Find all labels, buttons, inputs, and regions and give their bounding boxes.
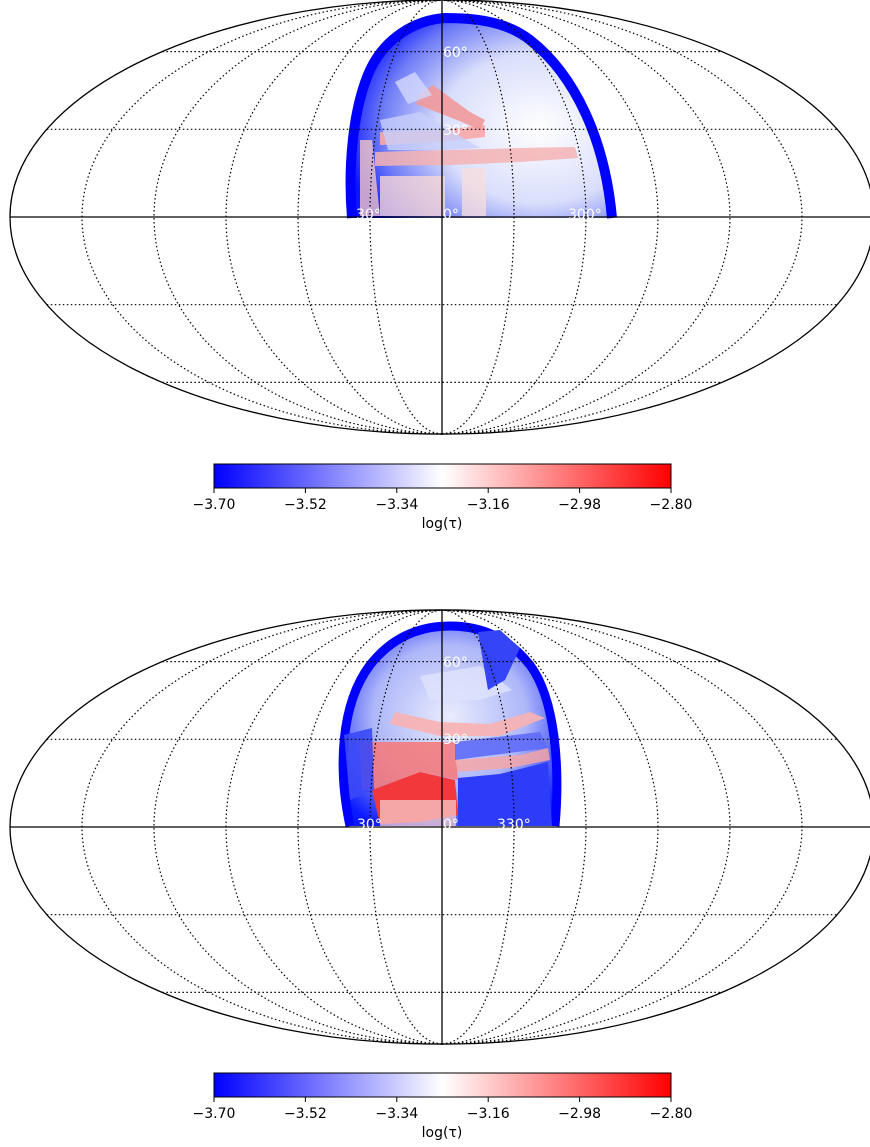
red-patch-outer-2 — [360, 742, 458, 790]
colorbar-label-1: log(τ) — [421, 516, 463, 532]
colorbar-tick-label: −3.16 — [467, 497, 510, 513]
blue-block-2 — [458, 762, 552, 826]
lat-label-60-2: 60° — [443, 655, 468, 671]
lon-label-300-1: 300° — [568, 207, 602, 223]
mollweide-map-1: 30° 0° 300° 60° 30° — [9, 0, 870, 435]
red-band-1-2 — [390, 712, 545, 736]
red-band-2 — [416, 85, 485, 130]
colorbar-tick-label: −3.52 — [284, 497, 327, 513]
lon-label-30-1: 30° — [356, 207, 381, 223]
mollweide-map-2: 30° 0° 330° 60° 30° — [9, 609, 870, 1045]
meridian-line — [441, 0, 731, 435]
colorbar-tick-label: −2.98 — [558, 1106, 601, 1122]
pale-lower-2 — [380, 800, 456, 826]
lat-label-30-1: 30° — [443, 123, 468, 139]
map-outline-2 — [9, 609, 870, 1045]
blue-left-edge-2 — [344, 728, 374, 800]
colorbar-1: −3.70 −3.52 −3.34 −3.16 −2.98 −2.80 — [193, 463, 693, 513]
colorbar-tick-label: −2.98 — [558, 497, 601, 513]
lon-label-30-2: 30° — [357, 817, 382, 833]
blue-wedge-2 — [478, 630, 520, 690]
colorbar-ticks-2: −3.70 −3.52 −3.34 −3.16 −2.98 −2.80 — [193, 1097, 693, 1122]
colorbar-gradient-2 — [213, 1072, 672, 1098]
pale-band-1 — [380, 176, 445, 216]
colorbar-tick-label: −2.80 — [650, 497, 693, 513]
data-region-2 — [338, 621, 562, 827]
meridian-line — [441, 609, 731, 1045]
colorbar-gradient-1 — [213, 463, 672, 489]
colorbar-tick-label: −3.34 — [375, 1106, 418, 1122]
blue-band-2 — [395, 72, 432, 104]
lat-label-30-2: 30° — [443, 732, 468, 748]
cap-rim-2 — [338, 621, 562, 827]
cap-rim-1 — [345, 12, 617, 219]
lon-label-0-2: 0° — [443, 817, 459, 833]
colorbar-2: −3.70 −3.52 −3.34 −3.16 −2.98 −2.80 — [193, 1072, 693, 1122]
colorbar-label-2: log(τ) — [421, 1125, 463, 1141]
red-band-3 — [375, 147, 578, 166]
colorbar-tick-label: −3.34 — [375, 497, 418, 513]
lon-label-0-1: 0° — [443, 207, 459, 223]
colorbar-tick-label: −3.70 — [193, 497, 236, 513]
data-region-1 — [345, 12, 617, 219]
red-band-4 — [360, 140, 380, 216]
red-band-2-2 — [455, 748, 550, 772]
map-outline-1 — [9, 0, 870, 435]
colorbar-tick-label: −3.16 — [467, 1106, 510, 1122]
coverage-cap-1 — [350, 18, 612, 218]
blue-band-1 — [380, 112, 480, 150]
colorbar-ticks-1: −3.70 −3.52 −3.34 −3.16 −2.98 −2.80 — [193, 488, 693, 513]
colorbar-tick-label: −2.80 — [650, 1106, 693, 1122]
pale-band-2 — [462, 168, 486, 216]
lat-label-60-1: 60° — [443, 45, 468, 61]
colorbar-tick-label: −3.70 — [193, 1106, 236, 1122]
lon-label-330-2: 330° — [497, 817, 531, 833]
blue-band-2 — [455, 732, 548, 760]
colorbar-tick-label: −3.52 — [284, 1106, 327, 1122]
